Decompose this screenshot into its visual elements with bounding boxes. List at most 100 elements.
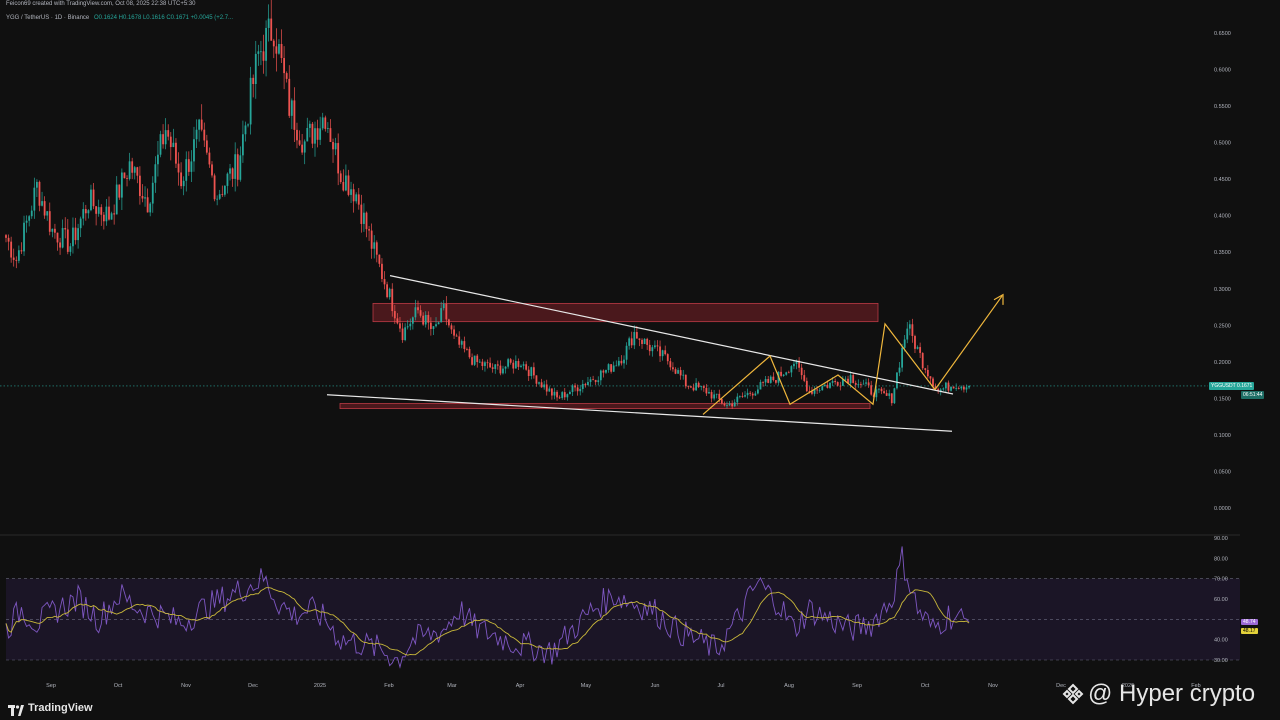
rsi-tick-label: 60.00: [1214, 597, 1228, 603]
time-tick-label: Nov: [988, 683, 998, 689]
support-zone[interactable]: [339, 403, 871, 410]
candle-body: [656, 345, 659, 347]
candle-body: [311, 123, 314, 144]
candle-body: [808, 391, 811, 392]
candle-body: [203, 129, 206, 141]
price-tick-label: 0.2500: [1214, 323, 1231, 329]
candle-body: [187, 159, 190, 172]
candle-body: [775, 380, 777, 383]
candle-body: [700, 386, 703, 388]
arrowhead-icon: [993, 293, 1004, 305]
candle-body: [525, 364, 528, 370]
candle-body: [257, 51, 260, 54]
candle-body: [769, 376, 772, 383]
candle-body: [154, 164, 157, 183]
candle-body: [576, 387, 579, 392]
tradingview-logo[interactable]: TradingView: [8, 702, 93, 716]
candle-body: [95, 206, 98, 214]
time-tick-label: Oct: [921, 683, 930, 689]
candle-body: [898, 367, 901, 373]
candle-body: [262, 51, 265, 61]
candle-body: [285, 73, 288, 79]
candle-body: [267, 18, 270, 28]
candle-body: [692, 387, 695, 391]
time-tick-label: Jun: [651, 683, 660, 689]
candle-body: [146, 197, 149, 213]
candle-body: [172, 142, 175, 148]
candle-body: [654, 345, 656, 348]
candle-body: [641, 339, 643, 344]
candle-body: [757, 389, 759, 394]
price-axis[interactable]: 0.6500 0.6000 0.5500 0.5000 0.4500 0.4000 0.35…: [1214, 31, 1231, 512]
candle-body: [455, 335, 458, 337]
candle-body: [458, 336, 461, 345]
candle-body: [51, 228, 54, 232]
candle-body: [512, 362, 515, 369]
candle-body: [538, 382, 540, 384]
candle-body: [326, 128, 329, 129]
candle-body: [478, 361, 481, 363]
candle-body: [901, 347, 903, 368]
candle-body: [834, 381, 837, 383]
candle-body: [90, 189, 92, 211]
candle-body: [726, 405, 728, 406]
candle-body: [391, 288, 394, 312]
candle-body: [795, 360, 798, 364]
candle-body: [84, 209, 87, 214]
candle-body: [411, 317, 414, 324]
candle-body: [929, 376, 932, 379]
candle-body: [805, 380, 808, 392]
candle-body: [260, 51, 262, 53]
candle-body: [829, 382, 831, 388]
candle-body: [54, 228, 56, 233]
candle-body: [751, 393, 754, 396]
candle-body: [278, 43, 280, 54]
pattern-zigzag[interactable]: [702, 322, 936, 415]
candle-body: [821, 386, 824, 391]
candle-body: [386, 284, 388, 298]
candle-body: [97, 207, 100, 214]
breakout-arrow[interactable]: [934, 295, 1003, 390]
candle-body: [914, 336, 916, 349]
descending-resistance-line[interactable]: [389, 275, 954, 395]
resistance-zone[interactable]: [372, 302, 879, 323]
candle-body: [862, 383, 865, 385]
candle-body: [499, 365, 502, 374]
candle-body: [782, 374, 785, 376]
candle-body: [893, 388, 896, 404]
candle-body: [880, 388, 883, 392]
time-axis[interactable]: Sep Oct Nov Dec 2025 Feb Mar Apr May Jun Jul Aug Sep…: [46, 683, 1201, 689]
candle-body: [713, 394, 716, 399]
candle-body: [648, 344, 651, 352]
candle-body: [911, 324, 914, 337]
candle-body: [211, 164, 213, 176]
candle-body: [131, 161, 134, 173]
candle-body: [906, 328, 909, 340]
candle-body: [205, 140, 208, 153]
candle-body: [46, 211, 49, 216]
candle-body: [963, 386, 965, 390]
candle-body: [702, 386, 705, 388]
candle-body: [272, 40, 275, 47]
candle-body: [615, 365, 618, 367]
candle-body: [15, 259, 18, 261]
time-tick-label: Feb: [1191, 683, 1200, 689]
candle-body: [708, 392, 710, 394]
candle-body: [229, 168, 231, 174]
candle-body: [520, 365, 522, 367]
candle-body: [25, 220, 28, 223]
candle-body: [563, 392, 566, 398]
time-tick-label: Sep: [46, 683, 56, 689]
candle-body: [468, 349, 471, 358]
candle-body: [736, 396, 739, 403]
time-tick-label: 2025: [314, 683, 326, 689]
candle-body: [218, 194, 221, 199]
descending-support-line[interactable]: [326, 394, 953, 432]
candle-body: [265, 27, 267, 61]
candle-body: [581, 383, 584, 389]
candle-body: [87, 210, 90, 214]
candle-body: [270, 18, 273, 41]
candle-body: [556, 391, 558, 398]
candle-body: [195, 129, 198, 140]
